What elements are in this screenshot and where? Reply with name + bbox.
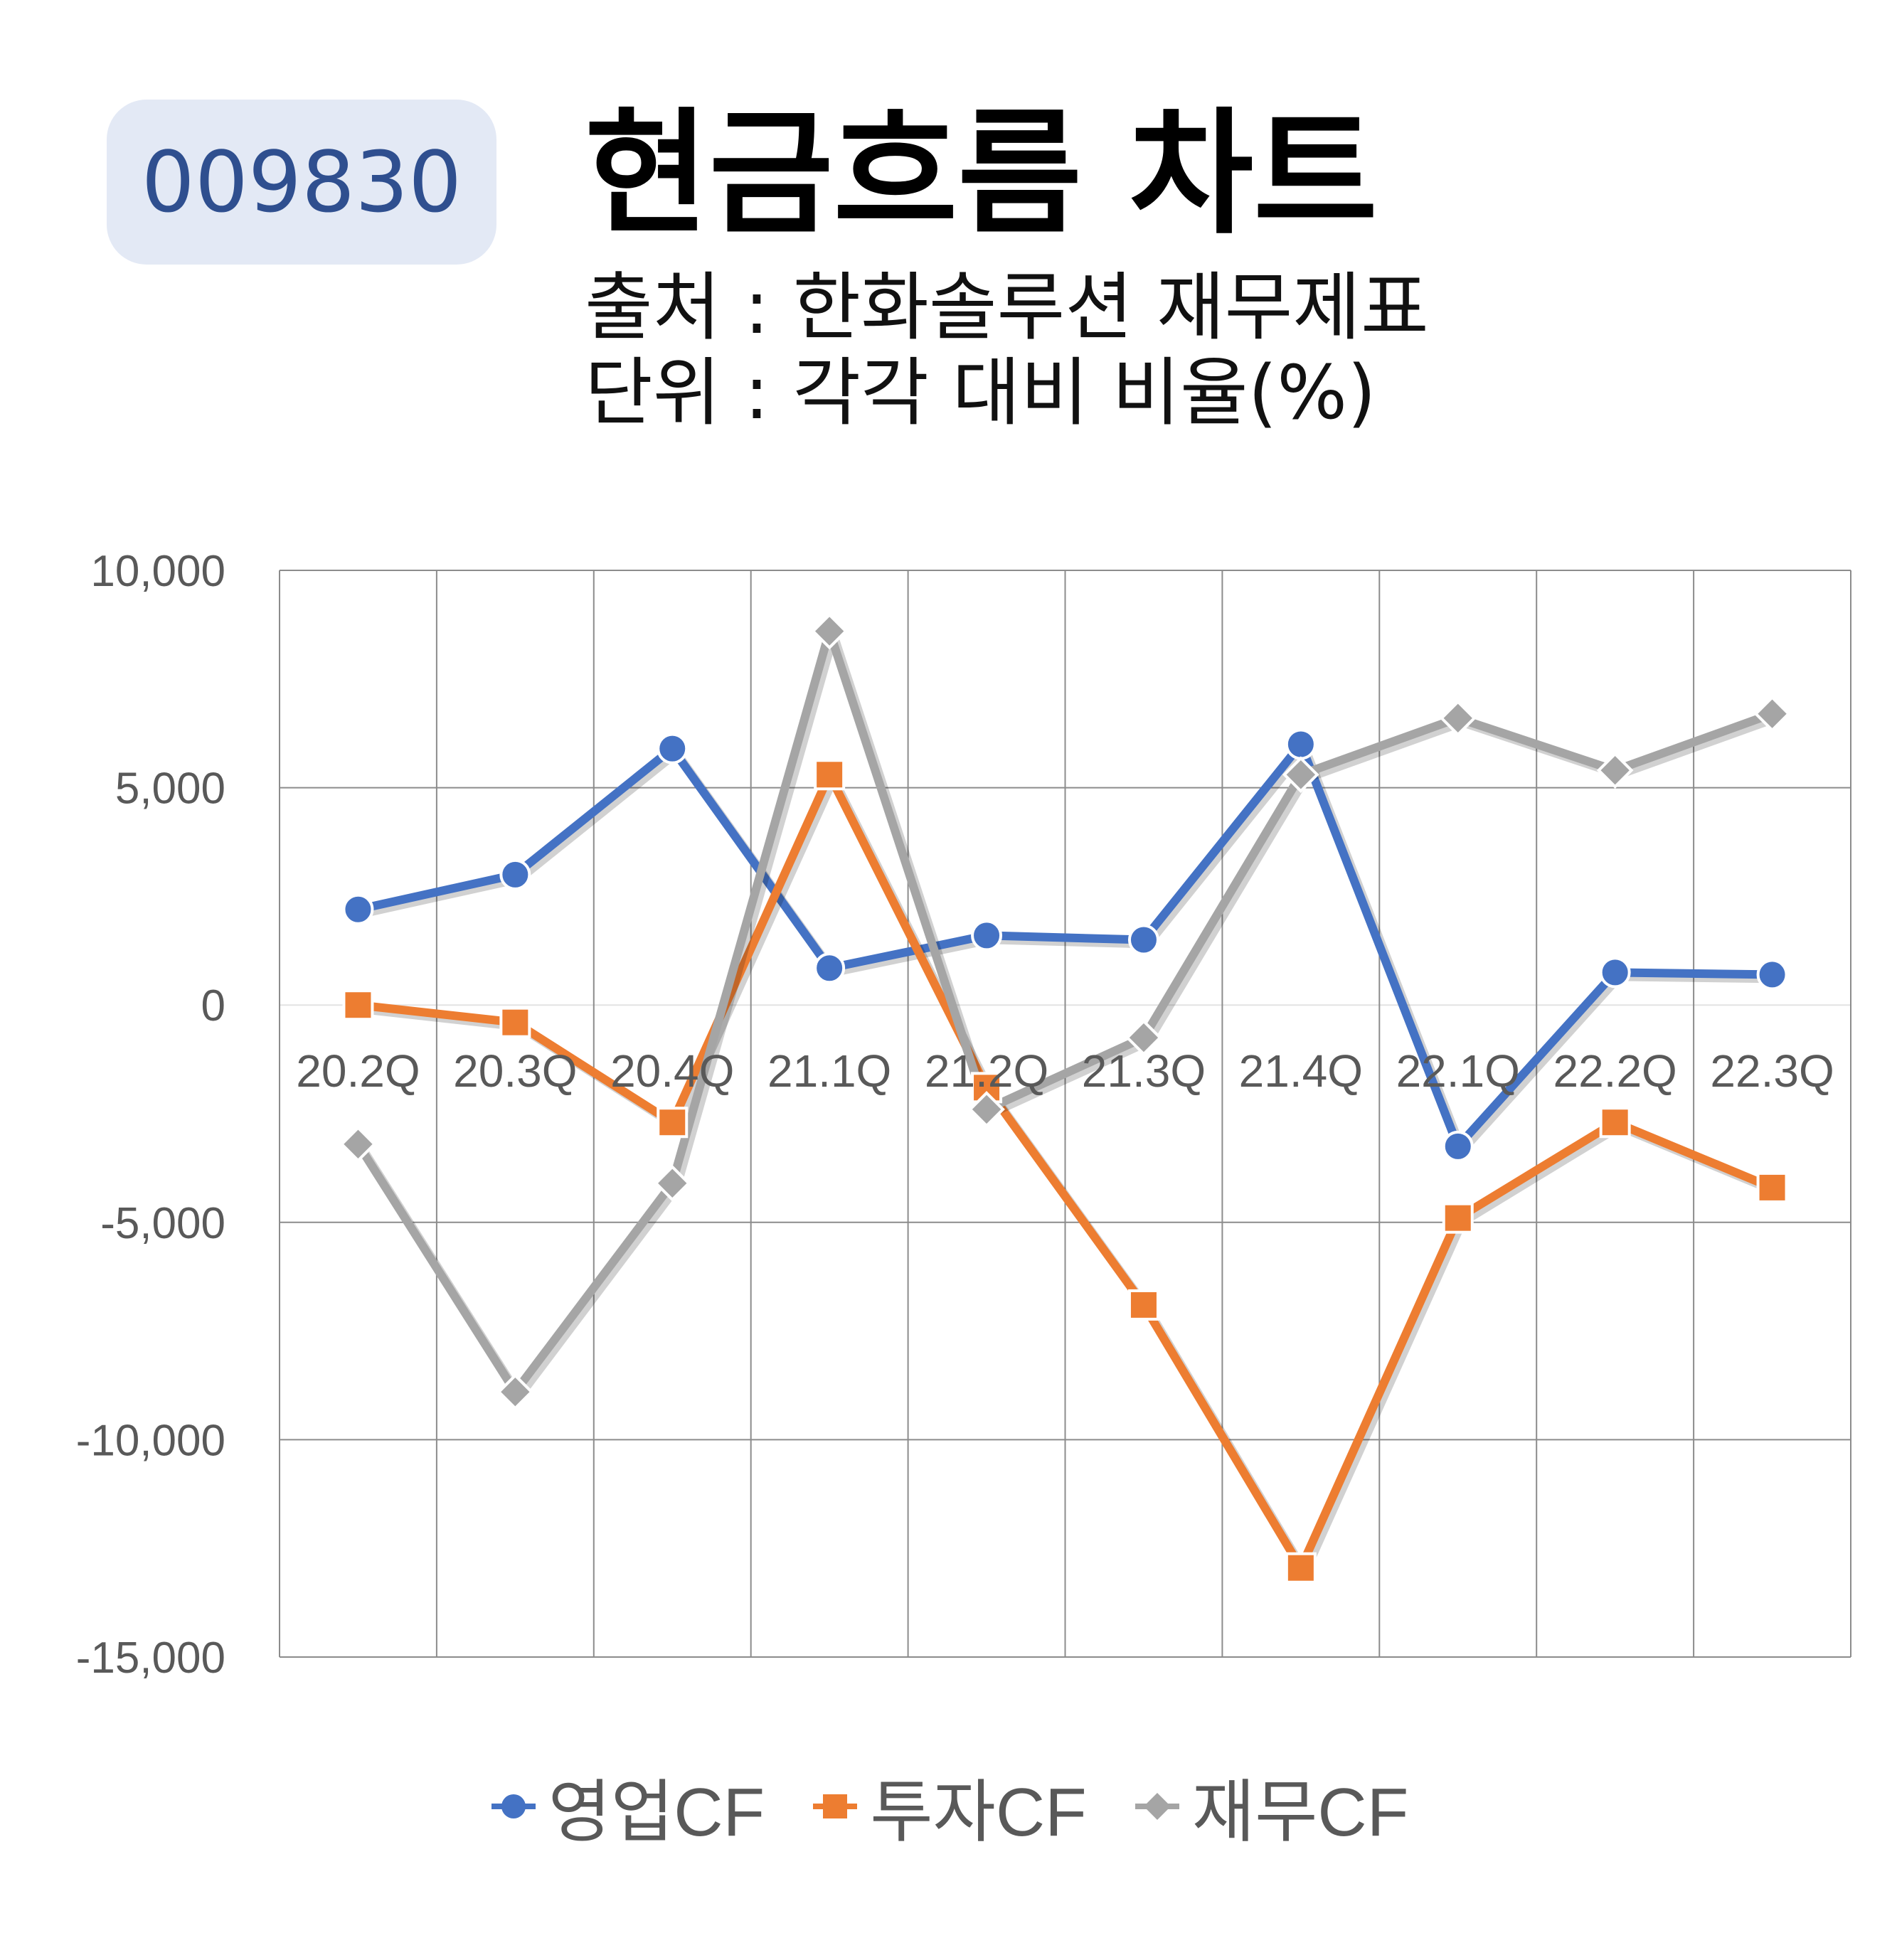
x-tick-label: 22.3Q xyxy=(1710,1045,1834,1097)
x-tick-label: 21.1Q xyxy=(767,1045,891,1097)
y-tick-label: 0 xyxy=(201,981,225,1030)
data-point xyxy=(499,858,531,890)
ticker-badge: 009830 xyxy=(107,100,496,265)
x-tick-label: 21.3Q xyxy=(1082,1045,1206,1097)
y-tick-label: 10,000 xyxy=(90,547,225,596)
legend-label: 투자CF xyxy=(870,1774,1087,1850)
data-point xyxy=(811,612,848,650)
data-point xyxy=(1282,756,1319,794)
ticker-code: 009830 xyxy=(141,133,462,231)
legend-item: 투자CF xyxy=(810,1757,1087,1855)
x-tick-label: 22.2Q xyxy=(1553,1045,1677,1097)
data-point xyxy=(1439,699,1477,737)
legend-item: 재무CF xyxy=(1132,1757,1409,1855)
y-tick-label: -15,000 xyxy=(76,1634,225,1683)
square-marker-icon xyxy=(813,1794,858,1818)
y-tick-label: -5,000 xyxy=(100,1199,225,1248)
data-point xyxy=(1756,1171,1788,1203)
data-point xyxy=(1125,1019,1162,1056)
data-point xyxy=(496,1373,534,1410)
data-point xyxy=(1285,1552,1317,1584)
data-point xyxy=(1596,752,1634,789)
data-point xyxy=(654,1164,691,1202)
diamond-marker-icon xyxy=(1135,1792,1179,1820)
data-point xyxy=(657,1107,689,1139)
x-tick-label: 21.4Q xyxy=(1239,1045,1363,1097)
x-tick-label: 20.3Q xyxy=(453,1045,577,1097)
data-point xyxy=(342,893,374,925)
x-tick-label: 22.1Q xyxy=(1396,1045,1520,1097)
chart-title: 현금흐름 차트 xyxy=(585,95,1378,252)
series-line xyxy=(354,627,1774,1397)
data-point xyxy=(657,733,689,765)
x-tick-label: 20.4Q xyxy=(610,1045,734,1097)
legend-label: 영업CF xyxy=(548,1774,765,1850)
unit-line: 단위 : 각각 대비 비율(%) xyxy=(585,349,1376,436)
circle-marker-icon xyxy=(491,1794,536,1818)
data-point xyxy=(968,1091,1005,1128)
data-point xyxy=(971,920,1003,952)
y-tick-label: 5,000 xyxy=(115,765,225,814)
data-point xyxy=(814,952,846,984)
data-point xyxy=(1599,1107,1631,1139)
data-point xyxy=(1442,1202,1474,1234)
data-point xyxy=(1127,1289,1159,1321)
series-shadow xyxy=(361,774,1778,1577)
data-point xyxy=(1753,695,1791,733)
data-point xyxy=(1442,1130,1474,1162)
data-point xyxy=(1599,957,1631,989)
line-chart: 10,000 5,000 0 -5,000 -10,000 -15,000 20.2Q 20.… xyxy=(76,547,1851,1683)
legend-label: 재무CF xyxy=(1191,1774,1409,1850)
data-point xyxy=(499,1006,531,1038)
data-point xyxy=(342,989,374,1021)
y-tick-label: -10,000 xyxy=(76,1416,225,1465)
data-point xyxy=(814,759,846,791)
x-tick-label: 20.2Q xyxy=(296,1045,420,1097)
chart-legend: 영업CF 투자CF 재무CF xyxy=(0,1757,1897,1855)
source-line: 출처 : 한화솔루션 재무제표 xyxy=(585,264,1429,351)
series-line xyxy=(357,770,1774,1572)
data-point xyxy=(1127,924,1159,956)
data-point xyxy=(1285,728,1317,760)
data-point xyxy=(1756,959,1788,991)
x-tick-label: 21.2Q xyxy=(925,1045,1048,1097)
data-point xyxy=(339,1125,377,1163)
series-line xyxy=(357,740,1773,1151)
legend-item: 영업CF xyxy=(489,1757,765,1855)
